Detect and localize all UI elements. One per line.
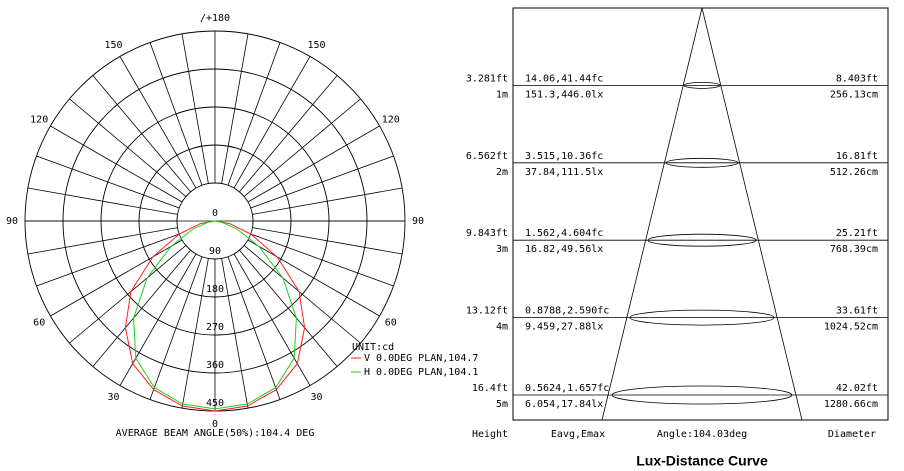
column-header: Height — [472, 429, 508, 440]
ring-label: 180 — [206, 284, 224, 295]
column-header: Angle:104.03deg — [657, 429, 747, 440]
angle-label: 30 — [310, 392, 322, 403]
ring — [176, 182, 254, 260]
angle-label: 90 — [6, 216, 18, 227]
height-m: 4m — [496, 322, 508, 333]
lux-title: Lux-Distance Curve — [636, 453, 768, 469]
diameter-cm: 1024.52cm — [824, 322, 878, 333]
illuminance-lx: 9.459,27.88lx — [525, 322, 603, 333]
illuminance-fc: 14.06,41.44fc — [525, 73, 603, 84]
cone-edge — [601, 7, 703, 421]
panel-frame — [512, 7, 889, 421]
diameter-ft: 16.81ft — [836, 151, 878, 162]
beam-ellipse — [611, 385, 793, 405]
angle-label: 120 — [30, 115, 48, 126]
ring-label: 0 — [212, 208, 218, 219]
illuminance-lx: 16.82,49.56lx — [525, 244, 603, 255]
angle-label: 150 — [104, 40, 122, 51]
illuminance-lx: 6.054,17.84lx — [525, 399, 603, 410]
diameter-cm: 256.13cm — [830, 89, 878, 100]
diameter-cm: 768.39cm — [830, 244, 878, 255]
ring-label: 360 — [206, 360, 224, 371]
angle-label: 90 — [412, 216, 424, 227]
angle-label: /+180 — [200, 13, 230, 24]
legend-label: H 0.0DEG PLAN,104.1 — [364, 367, 478, 378]
height-m: 3m — [496, 244, 508, 255]
illuminance-fc: 3.515,10.36fc — [525, 151, 603, 162]
column-header: Diameter — [828, 429, 876, 440]
beam-ellipse — [665, 157, 739, 168]
diameter-ft: 8.403ft — [836, 73, 878, 84]
height-ft: 6.562ft — [466, 151, 508, 162]
diameter-ft: 25.21ft — [836, 228, 878, 239]
ring-label: 90 — [209, 246, 221, 257]
legend-label: V 0.0DEG PLAN,104.7 — [364, 353, 478, 364]
angle-label: 0 — [212, 419, 218, 430]
illuminance-lx: 151.3,446.0lx — [525, 89, 603, 100]
illuminance-fc: 0.8788,2.590fc — [525, 306, 609, 317]
ring — [138, 144, 292, 298]
intensity-curve — [133, 220, 297, 410]
ring — [62, 68, 368, 374]
height-ft: 16.4ft — [472, 383, 508, 394]
ring — [100, 106, 330, 336]
height-ft: 13.12ft — [466, 306, 508, 317]
cone-edge — [701, 7, 803, 421]
angle-label: 60 — [385, 318, 397, 329]
unit-label: UNIT:cd — [352, 342, 394, 353]
height-m: 1m — [496, 89, 508, 100]
height-ft: 9.843ft — [466, 228, 508, 239]
illuminance-fc: 0.5624,1.657fc — [525, 383, 609, 394]
height-m: 5m — [496, 399, 508, 410]
height-ft: 3.281ft — [466, 73, 508, 84]
illuminance-fc: 1.562,4.604fc — [525, 228, 603, 239]
beam-ellipse — [629, 309, 775, 326]
illuminance-lx: 37.84,111.5lx — [525, 167, 603, 178]
ring-label: 270 — [206, 322, 224, 333]
angle-label: 120 — [382, 115, 400, 126]
height-m: 2m — [496, 167, 508, 178]
diameter-cm: 1280.66cm — [824, 399, 878, 410]
column-header: Eavg,Emax — [551, 429, 605, 440]
beam-ellipse — [683, 82, 721, 89]
angle-label: 60 — [33, 318, 45, 329]
angle-label: 30 — [107, 392, 119, 403]
diameter-ft: 33.61ft — [836, 306, 878, 317]
beam-ellipse — [647, 233, 757, 247]
ring-label: 450 — [206, 398, 224, 409]
polar-caption: AVERAGE BEAM ANGLE(50%):104.4 DEG — [116, 428, 315, 439]
intensity-curve — [124, 220, 306, 412]
diameter-cm: 512.26cm — [830, 167, 878, 178]
diameter-ft: 42.02ft — [836, 383, 878, 394]
angle-label: 150 — [307, 40, 325, 51]
